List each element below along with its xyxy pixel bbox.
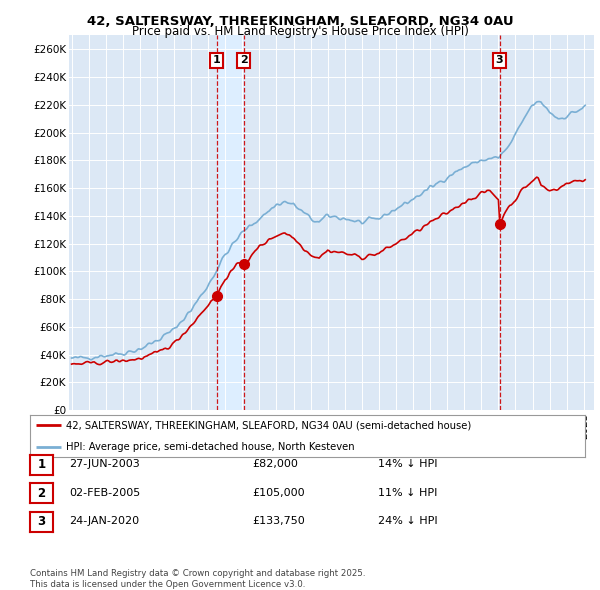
Text: 3: 3 — [37, 515, 46, 528]
Text: 2: 2 — [240, 55, 248, 65]
Text: Contains HM Land Registry data © Crown copyright and database right 2025.
This d: Contains HM Land Registry data © Crown c… — [30, 569, 365, 589]
Text: HPI: Average price, semi-detached house, North Kesteven: HPI: Average price, semi-detached house,… — [66, 442, 355, 451]
Text: 42, SALTERSWAY, THREEKINGHAM, SLEAFORD, NG34 0AU (semi-detached house): 42, SALTERSWAY, THREEKINGHAM, SLEAFORD, … — [66, 421, 472, 430]
Text: 42, SALTERSWAY, THREEKINGHAM, SLEAFORD, NG34 0AU: 42, SALTERSWAY, THREEKINGHAM, SLEAFORD, … — [86, 15, 514, 28]
Text: £82,000: £82,000 — [252, 460, 298, 469]
Text: Price paid vs. HM Land Registry's House Price Index (HPI): Price paid vs. HM Land Registry's House … — [131, 25, 469, 38]
Text: 02-FEB-2005: 02-FEB-2005 — [69, 488, 140, 497]
Text: 1: 1 — [37, 458, 46, 471]
Text: 11% ↓ HPI: 11% ↓ HPI — [378, 488, 437, 497]
Text: 1: 1 — [212, 55, 220, 65]
Text: 2: 2 — [37, 487, 46, 500]
Text: 3: 3 — [496, 55, 503, 65]
Bar — [217, 35, 244, 410]
Text: £105,000: £105,000 — [252, 488, 305, 497]
Text: 14% ↓ HPI: 14% ↓ HPI — [378, 460, 437, 469]
Text: 24% ↓ HPI: 24% ↓ HPI — [378, 516, 437, 526]
Text: £133,750: £133,750 — [252, 516, 305, 526]
Text: 27-JUN-2003: 27-JUN-2003 — [69, 460, 140, 469]
Text: 24-JAN-2020: 24-JAN-2020 — [69, 516, 139, 526]
